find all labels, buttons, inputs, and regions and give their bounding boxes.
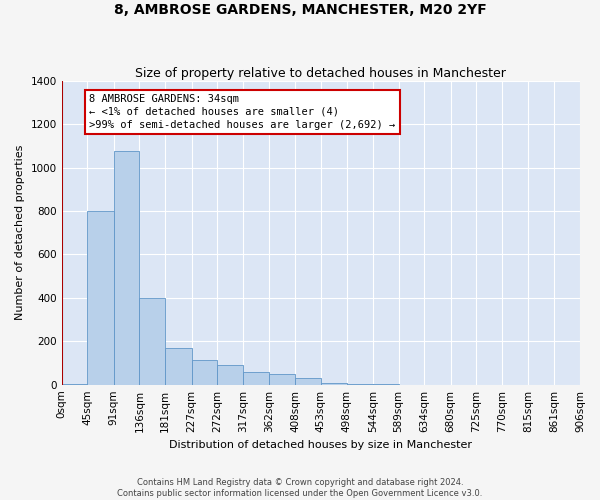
Bar	[139, 298, 165, 384]
Bar	[165, 348, 191, 385]
Bar	[191, 360, 217, 384]
Bar	[217, 365, 243, 384]
Text: Contains HM Land Registry data © Crown copyright and database right 2024.
Contai: Contains HM Land Registry data © Crown c…	[118, 478, 482, 498]
Text: 8 AMBROSE GARDENS: 34sqm
← <1% of detached houses are smaller (4)
>99% of semi-d: 8 AMBROSE GARDENS: 34sqm ← <1% of detach…	[89, 94, 395, 130]
Bar	[243, 372, 269, 384]
Bar	[321, 383, 347, 384]
Bar	[88, 211, 114, 384]
Y-axis label: Number of detached properties: Number of detached properties	[15, 145, 25, 320]
Text: 8, AMBROSE GARDENS, MANCHESTER, M20 2YF: 8, AMBROSE GARDENS, MANCHESTER, M20 2YF	[113, 2, 487, 16]
Bar	[295, 378, 321, 384]
X-axis label: Distribution of detached houses by size in Manchester: Distribution of detached houses by size …	[169, 440, 472, 450]
Bar	[269, 374, 295, 384]
Title: Size of property relative to detached houses in Manchester: Size of property relative to detached ho…	[136, 66, 506, 80]
Bar	[114, 151, 139, 384]
